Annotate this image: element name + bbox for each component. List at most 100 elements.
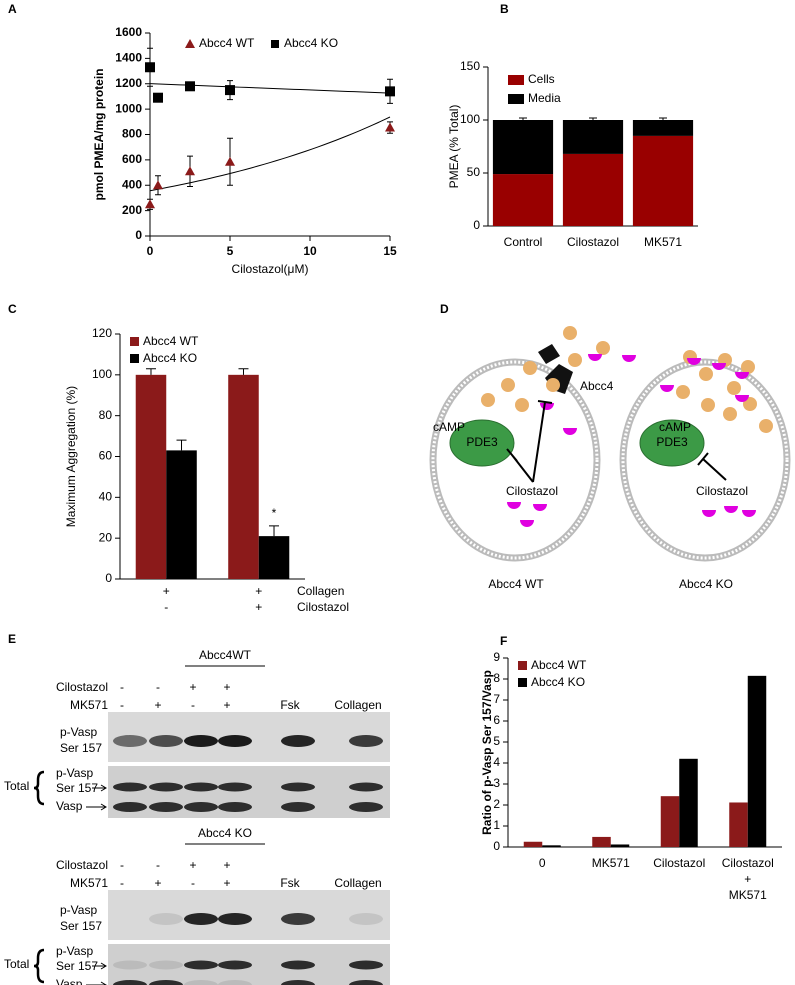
row-arrow [86,962,107,985]
error-bar [176,439,187,451]
x-tick-label: + [255,600,262,614]
panel-letter: B [500,2,509,16]
treatment-label: MK571 [70,698,108,712]
x-tick-label: 0 [147,244,154,258]
row-label: Vasp [56,799,83,813]
bar [258,536,290,579]
blot-band [149,960,183,970]
treatment-sign: - [191,876,195,890]
significance-mark: * [272,506,277,520]
bar-cap [519,117,527,120]
y-tick-label: 1600 [115,25,142,39]
bar [135,374,167,579]
blot-band [349,913,383,925]
row-label: Ser 157 [60,919,102,933]
y-tick-label: 9 [493,650,500,664]
blot-band [149,980,183,985]
panel-letter: F [500,634,507,648]
blot-band [349,782,383,792]
enzyme-label: PDE3 [656,435,688,449]
blot-band [349,980,383,985]
treatment-sign: + [154,698,161,712]
data-point [145,62,155,73]
total-label: Total [4,957,29,971]
treatment-sign: - [156,858,160,872]
blot-band [281,960,315,970]
blot-band [281,802,315,812]
blot-band [218,960,252,970]
blot-band [349,735,383,747]
drug-label: Cilostazol [506,484,558,498]
control-label: Collagen [334,698,381,712]
x-tick-label: 5 [227,244,234,258]
legend-label: Abcc4 WT [199,36,255,50]
blot-band [113,980,147,985]
bar [729,802,748,847]
y-tick-label: 150 [460,59,480,73]
y-axis-label: Ratio of p-Vasp Ser 157/Vasp [480,670,494,835]
treatment-sign: + [223,698,230,712]
blot-band [184,802,218,812]
row-label: Ser 157 [56,781,98,795]
y-axis-label: Maximum Aggregation (%) [64,386,78,527]
blot-band [349,802,383,812]
control-label: Fsk [280,698,300,712]
bar-segment [562,153,624,226]
bar [592,836,611,847]
bar-segment [492,120,554,175]
panel-letter: A [8,2,17,16]
treatment-sign: - [120,698,124,712]
data-point [385,122,395,132]
y-tick-label: 120 [92,326,112,340]
bar [660,796,680,847]
y-tick-label: 5 [493,734,500,748]
treatment-sign: + [189,858,196,872]
treatment-sign: + [154,876,161,890]
y-tick-label: 50 [467,165,481,179]
x-tick-label: Cilostazol [653,856,705,870]
legend-label: Abcc4 KO [531,675,585,689]
error-bar [238,368,249,375]
row-arrow [86,784,107,811]
total-label: Total [4,779,29,793]
row-label: p-Vasp [56,766,93,780]
data-point [225,156,235,166]
blot-band [218,735,252,747]
legend-label: Abcc4 KO [143,351,197,365]
blot-band [218,980,252,985]
legend-marker [271,40,279,48]
brace [33,770,45,806]
data-point [385,86,395,97]
y-tick-label: 1 [493,818,500,832]
blot-band [184,735,218,747]
data-point [225,85,235,96]
treatment-sign: + [189,680,196,694]
blot-title: Abcc4 KO [198,826,252,840]
treatment-label: Cilostazol [56,680,108,694]
treatment-sign: + [223,876,230,890]
y-tick-label: 0 [135,228,142,242]
y-tick-label: 80 [99,408,113,422]
x-tick-label: Cilostazol [567,235,619,249]
cell-caption: Abcc4 WT [488,577,544,591]
y-tick-label: 1000 [115,101,142,115]
y-tick-label: 400 [122,177,142,191]
blot-band [218,782,252,792]
y-tick-label: 60 [99,449,113,463]
blot-title: Abcc4WT [199,648,252,662]
blot-band [184,913,218,925]
x-tick-label: - [164,600,168,614]
panel-letter: E [8,632,16,646]
y-tick-label: 1400 [115,51,142,65]
x-axis-label: Cilostazol(μM) [232,262,309,276]
legend-swatch [130,337,139,346]
x-tick-label: 15 [383,244,397,258]
x-row-label: Cilostazol [297,600,349,614]
row-label: p-Vasp [60,903,97,917]
treatment-label: Cilostazol [56,858,108,872]
y-tick-label: 100 [460,112,480,126]
bar [610,844,630,847]
x-tick-label: Cilostazol + MK571 [722,856,774,902]
blot-band [184,980,218,985]
treatment-sign: - [120,858,124,872]
